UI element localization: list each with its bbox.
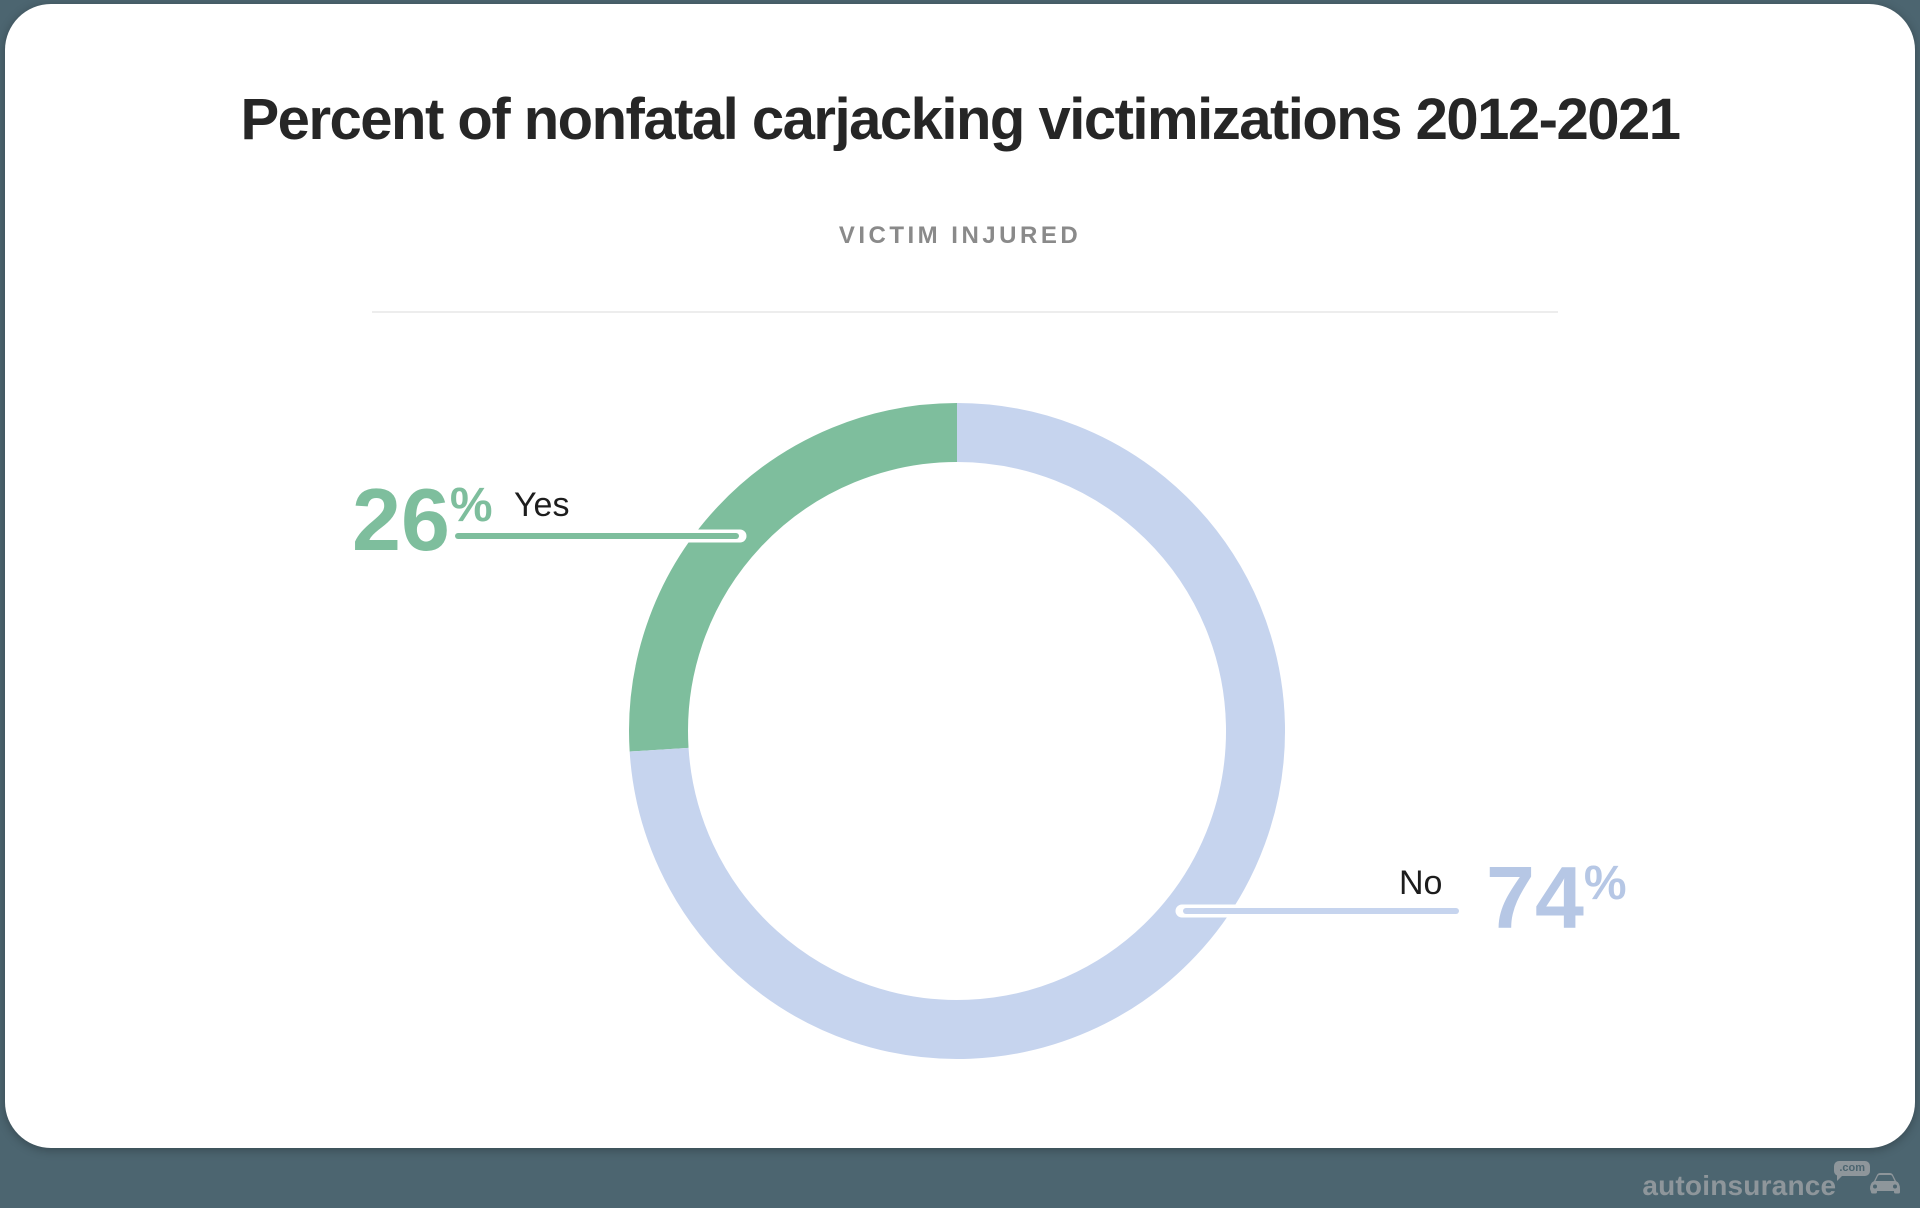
- yes-callout-value-group: 26%: [352, 470, 493, 569]
- brand-wordmark: autoinsurance: [1642, 1170, 1837, 1201]
- brand-logo: autoinsurance .com: [1642, 1161, 1904, 1201]
- chart-card: Percent of nonfatal carjacking victimiza…: [5, 4, 1915, 1148]
- footer-bar: autoinsurance .com: [0, 1148, 1920, 1208]
- no-value: 74: [1486, 848, 1584, 947]
- yes-value: 26: [352, 470, 450, 569]
- no-callout-value-group: 74%: [1486, 848, 1627, 947]
- yes-percent-sign: %: [449, 479, 493, 532]
- no-label: No: [1399, 864, 1443, 902]
- chart-title: Percent of nonfatal carjacking victimiza…: [240, 87, 1681, 152]
- chart-subtitle: VICTIM INJURED: [838, 222, 1082, 249]
- no-percent-sign: %: [1583, 857, 1627, 910]
- yes-label: Yes: [514, 486, 570, 524]
- dot-com-badge: .com: [1834, 1161, 1870, 1181]
- header-divider: [372, 311, 1558, 313]
- car-icon: [1866, 1169, 1904, 1200]
